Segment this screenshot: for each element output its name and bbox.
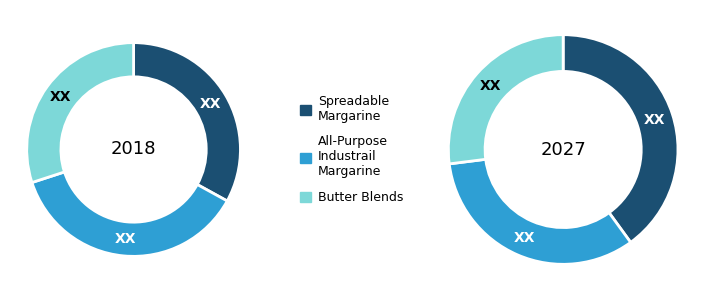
Text: XX: XX	[200, 97, 222, 111]
Wedge shape	[32, 172, 227, 256]
Wedge shape	[134, 43, 240, 201]
Wedge shape	[27, 43, 134, 182]
Text: XX: XX	[514, 231, 536, 245]
Wedge shape	[448, 35, 563, 164]
Text: 2018: 2018	[110, 141, 157, 158]
Text: XX: XX	[644, 113, 666, 127]
Text: XX: XX	[51, 90, 71, 104]
Text: XX: XX	[114, 232, 136, 246]
Wedge shape	[563, 35, 678, 242]
Wedge shape	[449, 159, 630, 264]
Text: 2027: 2027	[540, 141, 586, 158]
Text: XX: XX	[480, 79, 502, 93]
Legend: Spreadable
Margarine, All-Purpose
Industrail
Margarine, Butter Blends: Spreadable Margarine, All-Purpose Indust…	[300, 95, 403, 204]
